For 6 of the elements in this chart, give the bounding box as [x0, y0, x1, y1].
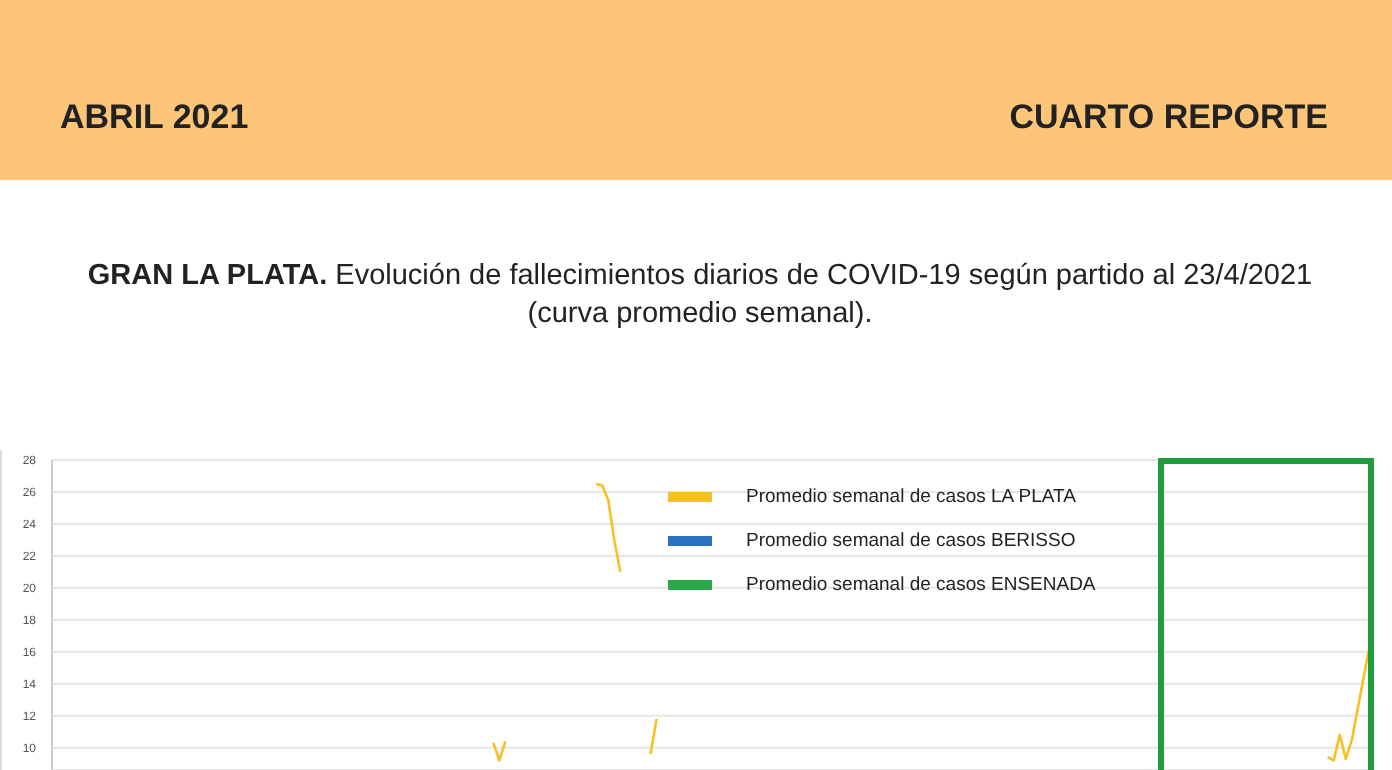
- text: ABRIL 2021: [60, 98, 249, 138]
- legend-label: Promedio semanal de casos LA PLATA: [746, 485, 1076, 507]
- text: CUARTO REPORTE: [1009, 98, 1328, 138]
- chart-title: GRAN LA PLATA. Evolución de fallecimientos diarios de COVID-19 según partido al 23/4/2021 (curva promedio semanal).: [87, 260, 1313, 330]
- legend-label: Promedio semanal de casos BERISSO: [746, 529, 1076, 551]
- legend-label: Promedio semanal de casos ENSENADA: [746, 573, 1096, 595]
